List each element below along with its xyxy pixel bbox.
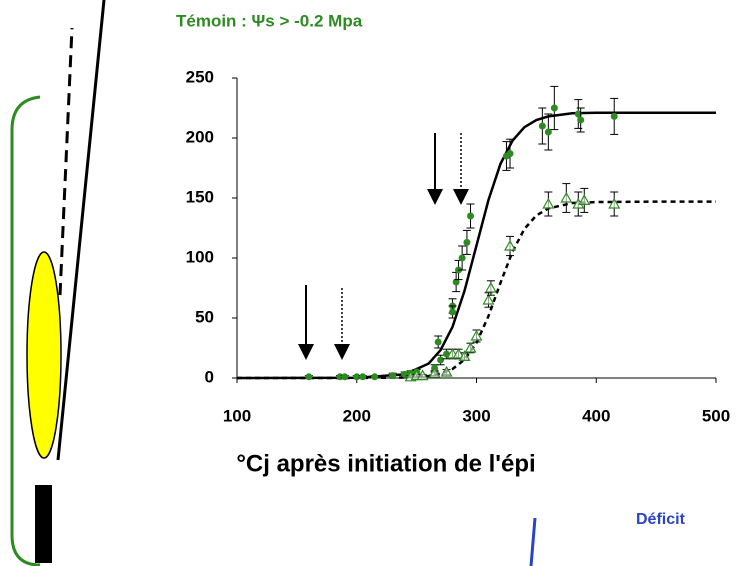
point xyxy=(336,373,344,381)
point xyxy=(359,373,367,381)
point xyxy=(504,239,517,251)
point xyxy=(578,194,591,205)
stem xyxy=(35,485,52,563)
x-tick-label: 100 xyxy=(223,406,251,425)
y-tick-label: 100 xyxy=(186,247,214,266)
point xyxy=(544,128,552,136)
point xyxy=(577,116,585,124)
ear xyxy=(26,251,62,459)
point xyxy=(467,212,475,220)
point xyxy=(458,254,466,262)
point xyxy=(416,369,429,381)
bracket xyxy=(10,95,41,566)
x-axis-label: °Cj après initiation de l'épi xyxy=(236,450,535,477)
x-tick-label: 400 xyxy=(582,406,610,425)
point xyxy=(506,150,514,158)
arrows xyxy=(298,133,469,360)
plant-diagram xyxy=(10,0,106,566)
arrow-head xyxy=(427,189,443,205)
point xyxy=(371,373,379,381)
point xyxy=(550,104,558,112)
arrow-head xyxy=(298,344,314,360)
leaf-line xyxy=(56,0,106,461)
point xyxy=(389,372,397,380)
point xyxy=(458,350,471,361)
point xyxy=(449,308,457,316)
point xyxy=(463,238,471,246)
point xyxy=(464,341,477,353)
blue-line xyxy=(529,517,537,566)
y-tick-label: 200 xyxy=(186,127,214,146)
point xyxy=(538,122,546,130)
x-tick-label: 300 xyxy=(462,406,490,425)
point xyxy=(470,329,483,341)
point xyxy=(440,365,453,377)
point xyxy=(484,281,497,293)
point xyxy=(452,347,465,359)
point xyxy=(574,110,582,118)
arrow-head xyxy=(453,189,469,205)
point xyxy=(305,373,313,381)
point xyxy=(437,356,445,364)
y-tick-label: 150 xyxy=(186,187,214,206)
x-tick-label: 500 xyxy=(702,406,730,425)
leaf-dashed xyxy=(58,27,74,296)
y-tick-label: 250 xyxy=(186,67,214,86)
point xyxy=(341,373,349,381)
point xyxy=(608,197,621,209)
point xyxy=(542,197,555,209)
point xyxy=(428,366,441,378)
point xyxy=(610,112,618,120)
arrow-head xyxy=(334,344,350,360)
point xyxy=(401,370,409,378)
point xyxy=(434,338,442,346)
y-tick-label: 0 xyxy=(205,367,214,386)
y-tick-label: 50 xyxy=(195,307,214,326)
x-tick-label: 200 xyxy=(343,406,371,425)
point xyxy=(452,278,460,286)
point xyxy=(353,373,361,381)
point xyxy=(560,191,573,203)
chart-title: Témoin : Ψs > -0.2 Mpa xyxy=(176,11,363,30)
side-label: Déficit xyxy=(636,511,686,528)
point xyxy=(482,293,495,305)
